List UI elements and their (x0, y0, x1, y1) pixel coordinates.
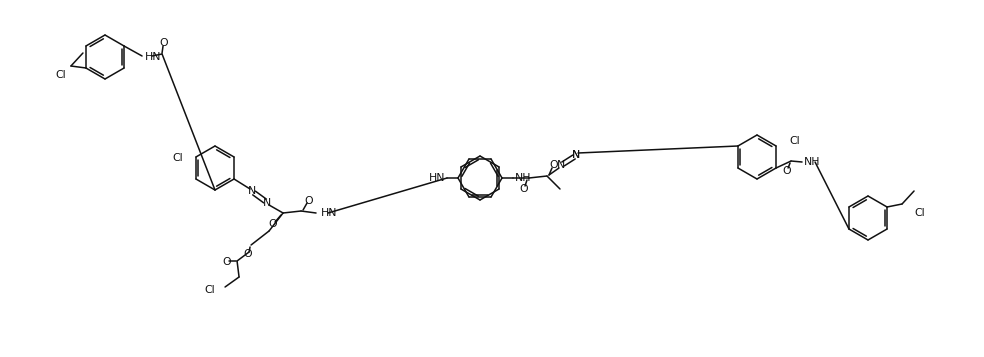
Text: HN: HN (145, 52, 161, 62)
Text: O: O (550, 160, 558, 170)
Text: O: O (244, 249, 252, 259)
Text: N: N (572, 150, 581, 160)
Text: O: O (222, 257, 231, 267)
Text: N: N (263, 198, 272, 208)
Text: N: N (248, 186, 256, 196)
Text: N: N (572, 150, 581, 160)
Text: O: O (782, 166, 791, 176)
Text: O: O (305, 196, 313, 206)
Text: Cl: Cl (914, 208, 925, 218)
Text: NH: NH (804, 157, 821, 167)
Text: HN: HN (428, 173, 445, 183)
Text: Cl: Cl (205, 285, 215, 295)
Text: Cl: Cl (56, 70, 66, 80)
Text: O: O (520, 184, 528, 194)
Text: NH: NH (515, 173, 531, 183)
Text: Cl: Cl (172, 153, 183, 163)
Text: HN: HN (321, 208, 338, 218)
Text: Cl: Cl (789, 136, 800, 146)
Text: N: N (557, 160, 565, 170)
Text: O: O (159, 38, 168, 48)
Text: O: O (269, 219, 277, 229)
